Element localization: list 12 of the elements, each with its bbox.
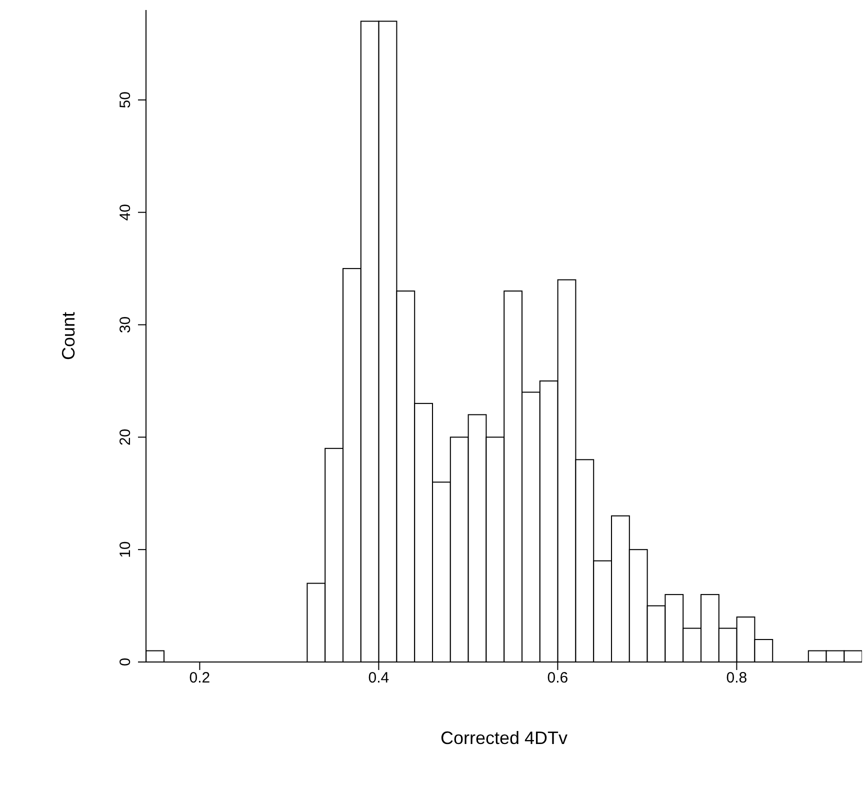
x-axis-title: Corrected 4DTv bbox=[440, 728, 568, 748]
y-tick-label: 20 bbox=[117, 428, 134, 446]
y-tick-label: 0 bbox=[117, 658, 134, 666]
x-tick-label: 0.8 bbox=[726, 670, 748, 687]
x-tick-label: 0.4 bbox=[368, 670, 390, 687]
y-tick-label: 10 bbox=[117, 541, 134, 558]
x-tick-label: 0.2 bbox=[189, 670, 210, 687]
y-tick-label: 30 bbox=[117, 316, 134, 334]
y-axis-title: Count bbox=[58, 312, 78, 360]
y-tick-label: 50 bbox=[117, 92, 134, 108]
y-tick-label: 40 bbox=[117, 204, 134, 221]
x-tick-label: 0.6 bbox=[547, 670, 568, 687]
